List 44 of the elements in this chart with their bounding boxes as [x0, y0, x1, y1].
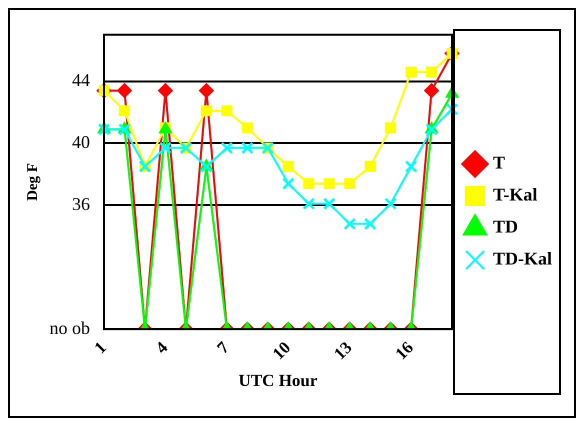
point [118, 123, 131, 136]
x-axis-title: UTC Hour [238, 371, 318, 390]
y-axis-title: Deg F [24, 163, 41, 201]
point [200, 105, 212, 116]
y-tick-label: no ob [50, 318, 90, 338]
x-tick-label: 4 [152, 338, 172, 358]
point [406, 66, 417, 78]
point [221, 105, 232, 116]
y-tick-label: 36 [72, 194, 90, 214]
y-tick-label: 40 [72, 132, 90, 152]
point [242, 122, 253, 134]
x-tick-label: 10 [268, 338, 294, 364]
point [282, 161, 294, 172]
legend-label: TD [493, 216, 518, 237]
point [159, 142, 172, 154]
point [241, 142, 254, 154]
legend-label: TD-Kal [493, 248, 552, 269]
x-tick-label: 1 [90, 338, 110, 358]
x-tick-label: 7 [213, 338, 234, 358]
point [426, 66, 437, 78]
point [425, 123, 438, 136]
x-tick-label: 13 [330, 338, 356, 364]
point [302, 197, 315, 210]
point [282, 177, 294, 190]
point [198, 83, 214, 98]
legend-label: T-Kal [493, 184, 538, 205]
point [404, 160, 418, 173]
point [116, 83, 132, 98]
x-tick-label: 16 [392, 338, 417, 364]
legend-label: T [493, 152, 506, 173]
y-tick-label: 44 [72, 70, 90, 90]
point [324, 178, 335, 189]
point [220, 142, 234, 154]
point [344, 178, 356, 189]
point [322, 197, 336, 210]
point [200, 160, 213, 173]
point [119, 105, 130, 116]
point [364, 161, 376, 172]
point [385, 122, 396, 134]
point [158, 83, 173, 98]
point [424, 83, 440, 98]
point [384, 197, 397, 210]
point [98, 123, 110, 136]
point [303, 178, 314, 189]
